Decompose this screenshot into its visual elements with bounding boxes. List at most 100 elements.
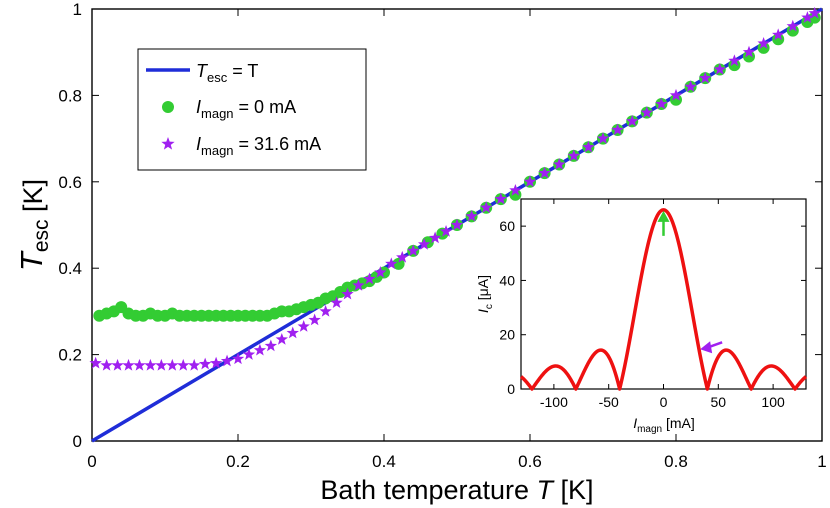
purple-arrow-head	[700, 341, 713, 354]
purple-data-point	[567, 149, 580, 162]
y-tick-label: 0	[73, 432, 82, 451]
purple-data-point	[297, 320, 310, 332]
x-tick-label: 0.4	[372, 452, 396, 471]
x-tick-label: 0	[87, 452, 96, 471]
inset-x-tick-label: 50	[711, 394, 727, 410]
purple-data-point	[480, 201, 493, 213]
purple-data-point	[352, 278, 365, 291]
inset-y-tick-label: 40	[499, 272, 515, 288]
inset-x-axis-label: Imagn [mA]	[633, 415, 695, 435]
purple-data-point	[523, 175, 537, 188]
green-data-point	[808, 11, 821, 24]
purple-data-point	[553, 158, 566, 170]
purple-data-point	[669, 88, 683, 101]
purple-data-point	[253, 343, 267, 356]
purple-data-point	[144, 358, 157, 371]
purple-data-point	[330, 296, 343, 309]
purple-data-point	[786, 19, 799, 32]
green-data-point	[772, 33, 785, 46]
purple-data-point	[640, 106, 653, 118]
purple-data-point	[509, 183, 522, 196]
inset-markers	[657, 210, 723, 354]
purple-data-point	[596, 132, 610, 144]
green-data-point	[786, 24, 799, 37]
purple-data-point	[439, 224, 453, 237]
purple-data-point	[89, 356, 102, 369]
legend: Tesc = T Imagn = 0 mA Imagn = 31.6 mA	[137, 48, 367, 171]
purple-data-point	[220, 354, 234, 367]
x-tick-label: 0.8	[664, 452, 688, 471]
purple-data-point	[538, 166, 551, 179]
purple-data-point	[155, 358, 168, 371]
purple-data-point	[742, 45, 756, 58]
purple-data-point	[319, 304, 332, 317]
purple-data-point	[231, 352, 245, 365]
purple-data-point	[264, 339, 278, 352]
purple-data-point	[188, 358, 201, 371]
purple-data-point	[122, 358, 135, 371]
y-tick-label: 0.8	[58, 86, 82, 105]
inset-y-tick-label: 60	[499, 218, 515, 234]
purple-data-point	[626, 114, 639, 127]
green-data-point	[728, 59, 741, 72]
purple-data-point	[242, 348, 256, 360]
y-axis-label: Tesc [K]	[14, 179, 53, 271]
inset-ic-curve	[519, 208, 808, 391]
purple-data-point	[582, 140, 595, 153]
purple-data-point	[417, 237, 431, 250]
green-data-point	[743, 50, 755, 63]
purple-data-point	[772, 28, 785, 41]
y-tick-label: 0.6	[58, 173, 82, 192]
purple-data-point	[428, 231, 442, 244]
legend-dot-swatch	[162, 101, 174, 113]
purple-data-point	[655, 97, 668, 110]
x-tick-label: 1	[817, 452, 826, 471]
purple-data-point	[209, 356, 223, 369]
main-ticks: 0 0.2 0.4 0.6 0.8 1 0 0.2 0.4 0.6 0.8 1	[58, 0, 826, 471]
purple-data-point	[699, 71, 712, 84]
green-data-point	[757, 41, 770, 54]
legend-label-316ma: Imagn = 31.6 mA	[196, 134, 321, 158]
purple-data-point	[275, 332, 288, 345]
main-series	[89, 6, 823, 443]
green-data-point	[670, 93, 682, 106]
purple-data-point	[374, 266, 387, 278]
inset-ticks: -100 -50 0 50 100 0 20 40 60	[499, 199, 806, 410]
inset-chart: -100 -50 0 50 100 0 20 40 60 Imagn [mA] Ic [μA]	[475, 198, 808, 435]
y-tick-label: 1	[73, 0, 82, 19]
purple-data-point	[757, 37, 770, 49]
purple-data-point	[308, 313, 321, 326]
inset-x-tick-label: 100	[761, 394, 785, 410]
purple-data-point	[100, 358, 113, 371]
legend-label-tesc: Tesc = T	[196, 61, 258, 85]
purple-data-point	[111, 358, 124, 371]
purple-data-point	[407, 244, 420, 257]
purple-data-point	[713, 62, 726, 75]
purple-data-point	[166, 358, 179, 371]
legend-star-swatch	[161, 137, 175, 150]
inset-y-axis-label: Ic [μA]	[475, 275, 495, 313]
purple-data-point	[341, 287, 354, 300]
x-tick-label: 0.2	[226, 452, 250, 471]
purple-data-point	[465, 209, 478, 222]
purple-data-point	[728, 54, 741, 67]
inset-x-tick-label: -50	[599, 394, 619, 410]
green-data-point	[392, 257, 405, 270]
x-tick-label: 0.6	[518, 452, 542, 471]
legend-label-0ma: Imagn = 0 mA	[196, 97, 296, 121]
inset-y-tick-label: 20	[499, 327, 515, 343]
purple-data-point	[611, 123, 624, 136]
inset-x-tick-label: 0	[660, 394, 668, 410]
purple-data-point	[684, 80, 697, 93]
purple-data-point	[198, 357, 212, 370]
purple-data-point	[133, 358, 146, 371]
inset-y-tick-label: 0	[507, 381, 515, 397]
purple-data-point	[385, 257, 398, 270]
green-data-point	[509, 188, 522, 201]
purple-data-point	[801, 11, 814, 23]
purple-data-point	[450, 218, 464, 231]
x-axis-label: Bath temperature T [K]	[320, 475, 593, 505]
y-tick-label: 0.2	[58, 346, 82, 365]
green-arrow-head	[657, 210, 670, 222]
inset-x-tick-label: -100	[540, 394, 568, 410]
